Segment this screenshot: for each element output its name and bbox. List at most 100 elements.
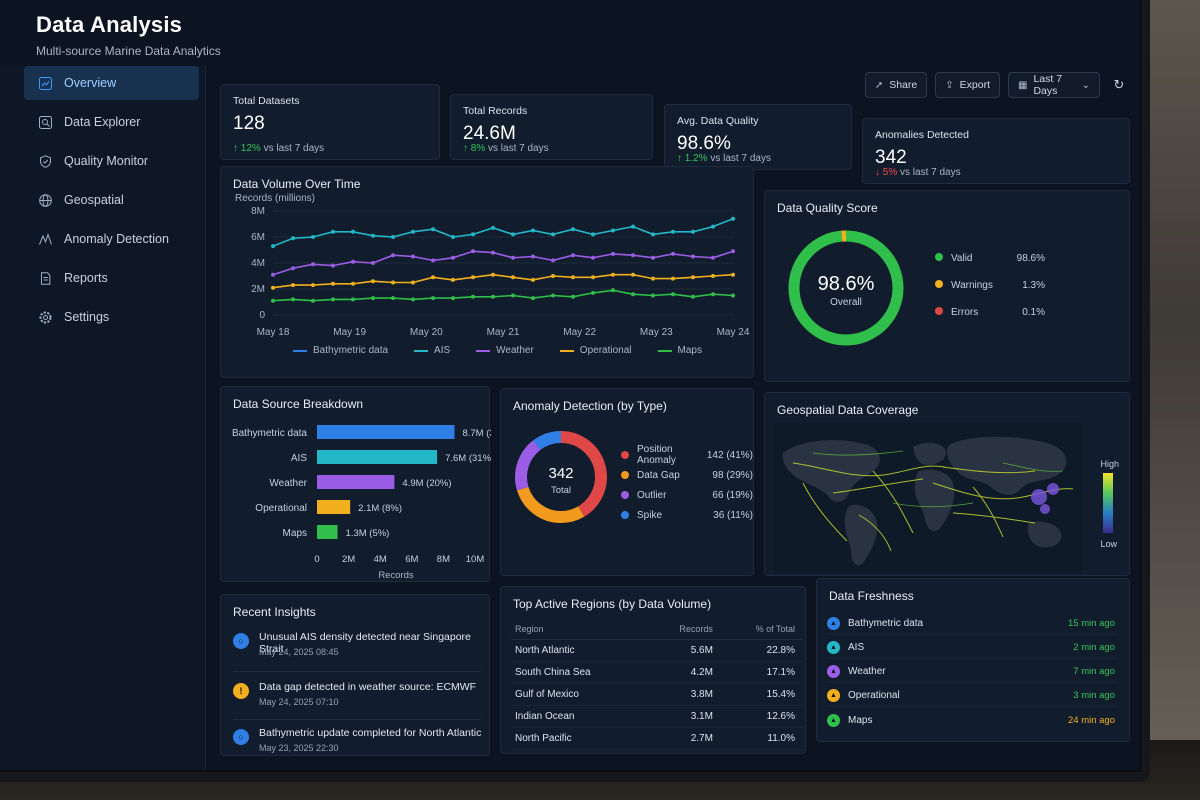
percent-cell: 11.0% — [720, 727, 803, 750]
insight-time: May 24, 2025 08:45 — [259, 647, 339, 657]
data-point — [551, 258, 555, 263]
data-point — [471, 294, 475, 299]
kpi-delta-value: 5% — [882, 167, 898, 178]
freshness-item: ▲ Weather 7 min ago — [827, 661, 1115, 683]
export-button[interactable]: ⇪ Export — [935, 72, 1000, 98]
x-tick-label: 10M — [466, 554, 485, 565]
data-point — [691, 229, 695, 234]
data-point — [571, 227, 575, 232]
x-tick-label: May 19 — [333, 327, 366, 338]
table-row[interactable]: North Atlantic 5.6M 22.8% — [511, 639, 803, 662]
legend-item: Warnings 1.3% — [935, 272, 1045, 299]
data-point — [291, 283, 295, 288]
data-point — [571, 253, 575, 258]
table-row[interactable]: North Pacific 2.7M 11.0% — [511, 727, 803, 750]
kpi-delta-value: 12% — [240, 143, 261, 154]
ship-icon: ▲ — [827, 641, 840, 654]
data-point — [471, 249, 475, 254]
donut-slice — [788, 230, 904, 346]
bar-value-label: 2.1M (8%) — [358, 503, 402, 514]
data-point — [331, 263, 335, 268]
freshness-time: 2 min ago — [1073, 642, 1115, 653]
kpi-label: Anomalies Detected — [875, 129, 969, 141]
data-point — [491, 272, 495, 277]
globe-icon — [38, 193, 52, 207]
data-point — [371, 261, 375, 265]
data-point — [391, 296, 395, 301]
world-coverage-map — [773, 423, 1083, 573]
bar — [317, 475, 395, 489]
card-title: Data Volume Over Time — [233, 177, 361, 191]
legend-label: AIS — [434, 345, 451, 356]
legend-value: 0.1% — [1022, 307, 1045, 318]
legend-label: Weather — [496, 345, 534, 356]
table-row[interactable]: Indian Ocean 3.1M 12.6% — [511, 705, 803, 728]
card-title: Data Freshness — [829, 589, 914, 603]
data-quality-donut — [788, 230, 904, 346]
data-point — [671, 292, 675, 297]
sidebar-item-overview[interactable]: Overview — [24, 66, 199, 100]
legend-value: 1.3% — [1022, 280, 1045, 291]
sidebar-item-reports[interactable]: Reports — [24, 261, 199, 295]
data-point — [651, 276, 655, 281]
bar — [317, 450, 438, 464]
kpi-delta: ↑ 1.2% vs last 7 days — [677, 153, 771, 164]
data-point — [311, 262, 315, 267]
data-point — [631, 272, 635, 277]
freshness-item: ▲ AIS 2 min ago — [827, 637, 1115, 659]
share-button[interactable]: ➚ Share — [864, 72, 928, 98]
sidebar-item-geospatial[interactable]: Geospatial — [24, 183, 199, 217]
records-cell: 3.1M — [648, 705, 721, 728]
legend-swatch — [414, 349, 429, 352]
legend-swatch — [657, 349, 672, 352]
region-cell: North Pacific — [511, 727, 649, 750]
data-point — [331, 297, 335, 302]
card-title: Data Quality Score — [777, 201, 878, 215]
map-icon: ▲ — [827, 713, 840, 727]
data-quality-card: Data Quality Score 98.6% Overall Valid 98… — [764, 190, 1130, 382]
refresh-icon: ↻ — [1113, 77, 1125, 92]
insight-text: Data gap detected in weather source: ECM… — [259, 681, 477, 693]
data-point — [471, 232, 475, 237]
sidebar-item-quality-monitor[interactable]: Quality Monitor — [24, 144, 199, 178]
table-row[interactable]: Gulf of Mexico 3.8M 15.4% — [511, 683, 803, 706]
y-tick-label: 0 — [259, 310, 265, 321]
bar-category-label: Maps — [283, 528, 307, 539]
gear-icon: ▲ — [827, 689, 840, 702]
x-tick-label: May 23 — [640, 327, 673, 338]
data-point — [551, 293, 555, 298]
region-cell: Gulf of Mexico — [511, 683, 649, 706]
bar-category-label: Operational — [255, 503, 307, 514]
sidebar-item-settings[interactable]: Settings — [24, 300, 199, 334]
legend-label: Valid — [951, 253, 973, 264]
data-freshness-card: Data Freshness ▲ Bathymetric data 15 min a… — [816, 578, 1130, 742]
kpi-label: Total Datasets — [233, 95, 300, 107]
kpi-value: 128 — [233, 113, 265, 134]
data-point — [691, 294, 695, 299]
date-range-select[interactable]: ▦ Last 7 Days ⌄ — [1008, 72, 1100, 98]
percent-cell: 17.1% — [720, 661, 803, 684]
kpi-delta: ↑ 8% vs last 7 days — [463, 143, 549, 154]
kpi-delta-suffix: vs last 7 days — [710, 153, 771, 164]
legend-label: Data Gap — [637, 469, 680, 481]
bar — [317, 500, 351, 514]
kpi-label: Avg. Data Quality — [677, 115, 759, 127]
chevron-down-icon: ⌄ — [1081, 79, 1090, 91]
kpi-delta-suffix: vs last 7 days — [263, 143, 325, 154]
data-point — [631, 292, 635, 297]
data-point — [511, 293, 515, 298]
percent-cell: 22.8% — [720, 639, 803, 662]
data-point — [531, 277, 535, 282]
data-point — [491, 294, 495, 299]
legend-value: 98.6% — [1016, 253, 1045, 264]
freshness-item: ▲ Bathymetric data 15 min ago — [827, 613, 1115, 635]
legend-item: Operational — [559, 345, 632, 356]
sidebar-item-anomaly-detection[interactable]: Anomaly Detection — [24, 222, 199, 256]
table-row[interactable]: South China Sea 4.2M 17.1% — [511, 661, 803, 684]
cloud-icon: ▲ — [827, 665, 840, 678]
x-tick-label: 8M — [437, 554, 450, 565]
x-tick-label: 4M — [374, 554, 387, 565]
refresh-button[interactable]: ↻ — [1108, 74, 1130, 96]
sidebar-item-data-explorer[interactable]: Data Explorer — [24, 105, 199, 139]
card-title: Geospatial Data Coverage — [777, 403, 919, 417]
